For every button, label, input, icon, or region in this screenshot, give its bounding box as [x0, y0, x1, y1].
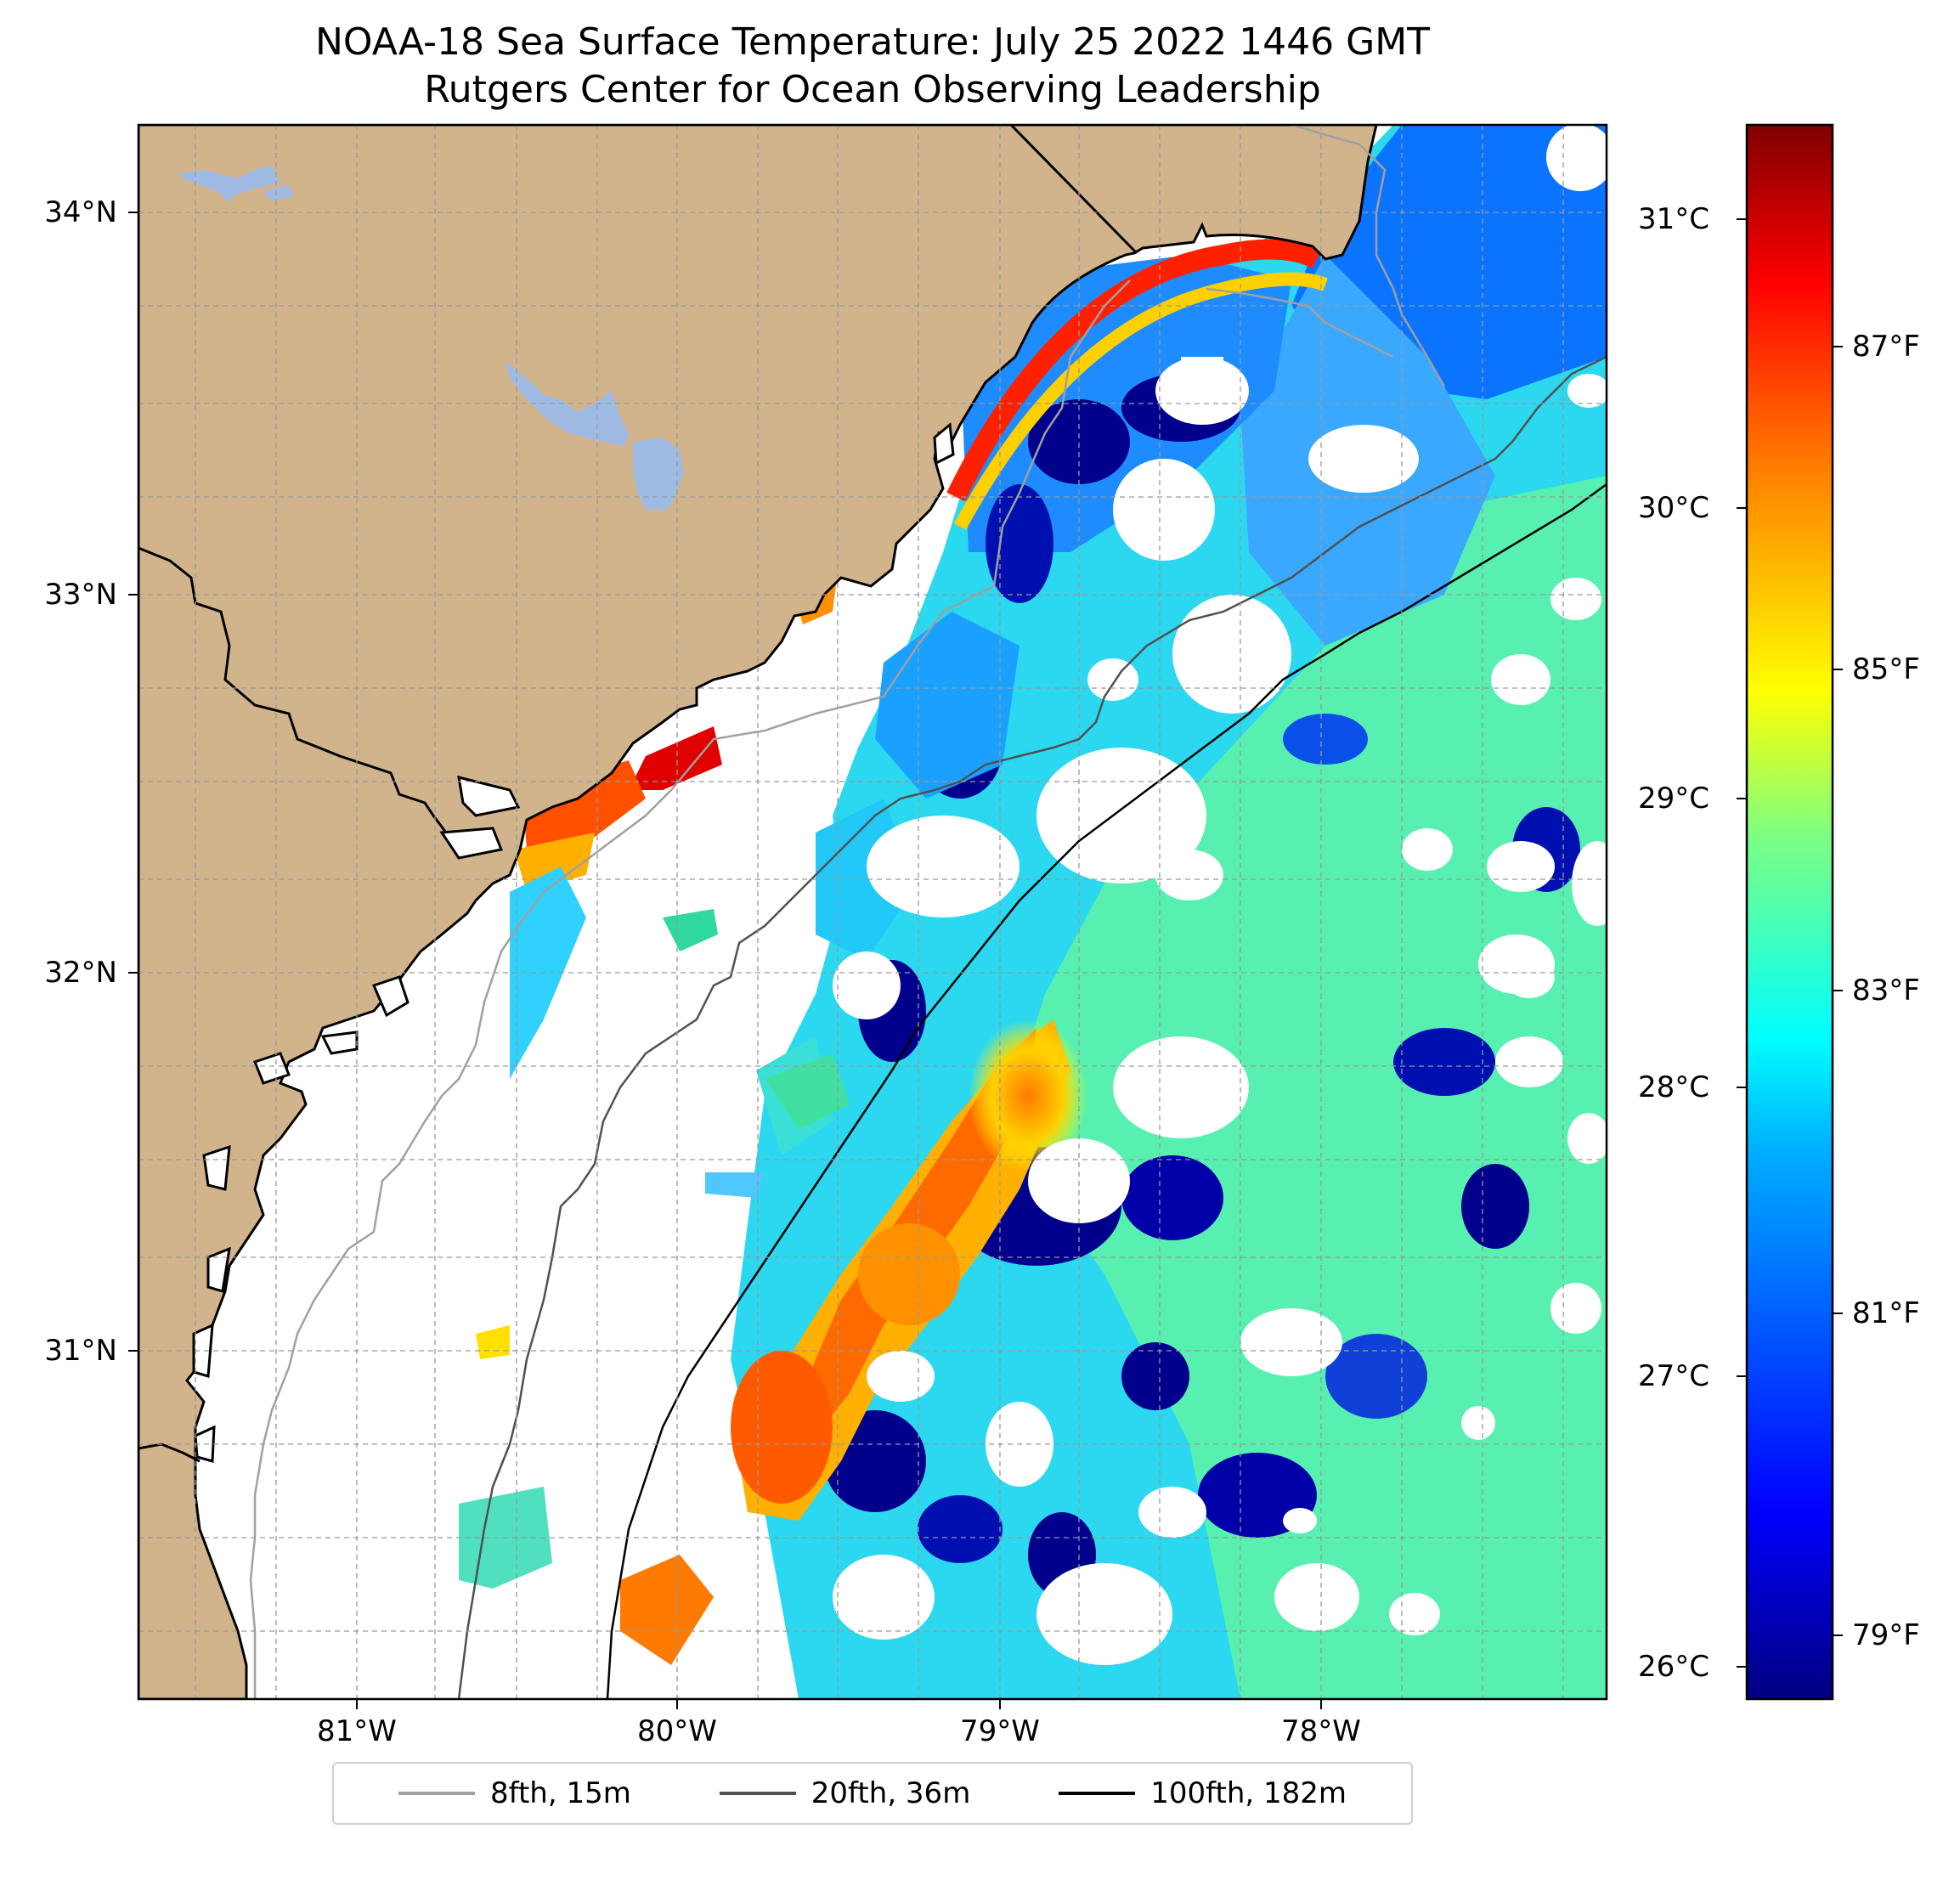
- lon-label-79: 79°W: [960, 1714, 1040, 1748]
- colorbar-label-26c: 26°C: [1638, 1650, 1710, 1684]
- lat-label-33: 33°N: [44, 578, 117, 612]
- colorbar-label-83f: 83°F: [1852, 974, 1920, 1008]
- state-boundaries: [138, 125, 1138, 1463]
- colorbar-ticks: [1737, 218, 1843, 1668]
- coastal-islands: [192, 422, 955, 1463]
- colorbar-label-81f: 81°F: [1852, 1296, 1920, 1330]
- legend-item-100fth: 100fth, 182m: [1059, 1776, 1347, 1810]
- gridlines: [138, 125, 1607, 1699]
- lon-label-80: 80°W: [637, 1714, 717, 1748]
- isobath-legend: 8fth, 15m 20fth, 36m 100fth, 182m: [332, 1762, 1413, 1825]
- legend-label-100fth: 100fth, 182m: [1150, 1776, 1347, 1810]
- land-area: [138, 125, 1378, 1699]
- legend-line-20fth: [719, 1792, 796, 1795]
- legend-label-20fth: 20fth, 36m: [811, 1776, 971, 1810]
- colorbar-label-28c: 28°C: [1638, 1070, 1710, 1104]
- map-frame: [137, 123, 1608, 1701]
- legend-item-8fth: 8fth, 15m: [398, 1776, 631, 1810]
- colorbar-label-29c: 29°C: [1638, 782, 1710, 816]
- lon-label-81: 81°W: [317, 1714, 397, 1748]
- inland-lakes: [177, 166, 684, 510]
- isobath-100fth: [606, 483, 1607, 1699]
- lat-label-34: 34°N: [44, 195, 117, 229]
- colorbar-label-30c: 30°C: [1638, 491, 1710, 525]
- colorbar-label-27c: 27°C: [1638, 1359, 1710, 1393]
- lat-label-32: 32°N: [44, 956, 117, 990]
- lon-label-78: 78°W: [1281, 1714, 1361, 1748]
- colorbar-label-31c: 31°C: [1638, 202, 1710, 236]
- colorbar-label-79f: 79°F: [1852, 1618, 1920, 1652]
- lat-label-31: 31°N: [44, 1334, 117, 1368]
- colorbar-label-85f: 85°F: [1852, 652, 1920, 686]
- isobaths: [249, 125, 1607, 1699]
- isobath-20fth: [457, 355, 1607, 1699]
- legend-label-8fth: 8fth, 15m: [489, 1776, 631, 1810]
- legend-line-100fth: [1059, 1792, 1136, 1795]
- no-data-areas: [833, 125, 1607, 1665]
- legend-line-8fth: [398, 1792, 475, 1795]
- map-subtitle: Rutgers Center for Ocean Observing Leade…: [424, 68, 1321, 111]
- map-title: NOAA-18 Sea Surface Temperature: July 25…: [314, 20, 1431, 64]
- colorbar: [1745, 123, 1834, 1701]
- colorbar-label-87f: 87°F: [1852, 330, 1920, 364]
- legend-item-20fth: 20fth, 36m: [719, 1776, 971, 1810]
- axis-ticks: [128, 212, 1322, 1709]
